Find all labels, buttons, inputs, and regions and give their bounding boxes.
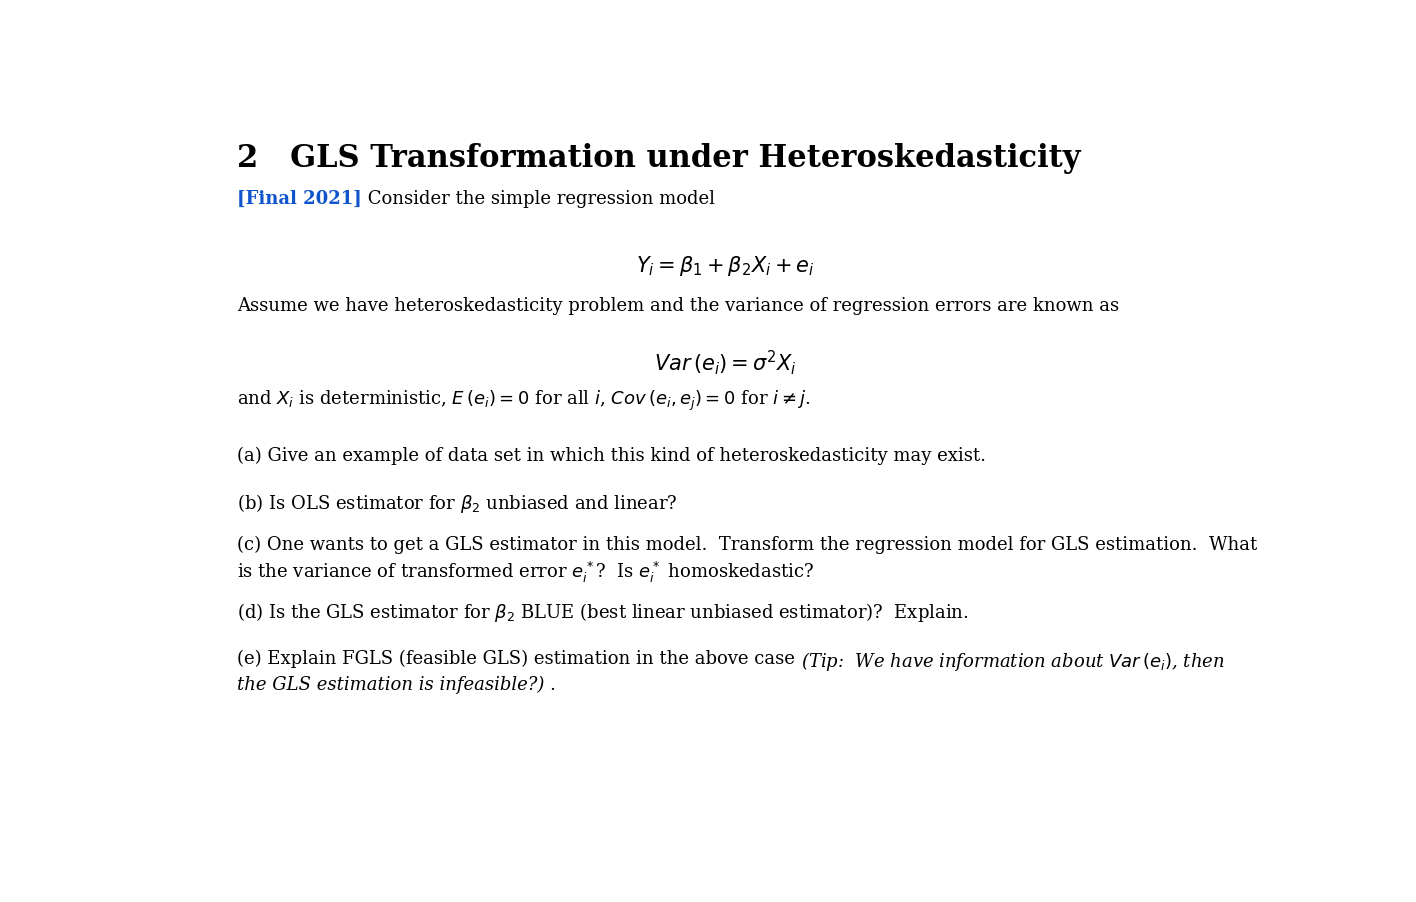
Text: $Y_i = \beta_1 + \beta_2 X_i + e_i$: $Y_i = \beta_1 + \beta_2 X_i + e_i$ — [636, 254, 816, 278]
Text: and $X_i$ is deterministic, $E\,(e_i) = 0$ for all $i$, $Cov\,(e_i, e_j) = 0$ fo: and $X_i$ is deterministic, $E\,(e_i) = … — [238, 389, 811, 413]
Text: Consider the simple regression model: Consider the simple regression model — [362, 190, 715, 208]
Text: $Var\,(e_i) = \sigma^2 X_i$: $Var\,(e_i) = \sigma^2 X_i$ — [654, 348, 797, 377]
Text: 2   GLS Transformation under Heteroskedasticity: 2 GLS Transformation under Heteroskedast… — [238, 143, 1080, 174]
Text: (a) Give an example of data set in which this kind of heteroskedasticity may exi: (a) Give an example of data set in which… — [238, 447, 987, 465]
Text: (Tip:  We have information about $Var\,(e_i)$, then: (Tip: We have information about $Var\,(e… — [801, 650, 1225, 673]
Text: is the variance of transformed error $e_i^*$?  Is $e_i^*$ homoskedastic?: is the variance of transformed error $e_… — [238, 559, 814, 584]
Text: (c) One wants to get a GLS estimator in this model.  Transform the regression mo: (c) One wants to get a GLS estimator in … — [238, 536, 1257, 555]
Text: Assume we have heteroskedasticity problem and the variance of regression errors : Assume we have heteroskedasticity proble… — [238, 297, 1120, 315]
Text: (b) Is OLS estimator for $\beta_2$ unbiased and linear?: (b) Is OLS estimator for $\beta_2$ unbia… — [238, 492, 678, 515]
Text: [Final 2021]: [Final 2021] — [238, 190, 362, 208]
Text: (e) Explain FGLS (feasible GLS) estimation in the above case: (e) Explain FGLS (feasible GLS) estimati… — [238, 650, 801, 668]
Text: the GLS estimation is infeasible?) .: the GLS estimation is infeasible?) . — [238, 676, 556, 694]
Text: (d) Is the GLS estimator for $\beta_2$ BLUE (best linear unbiased estimator)?  E: (d) Is the GLS estimator for $\beta_2$ B… — [238, 602, 969, 624]
